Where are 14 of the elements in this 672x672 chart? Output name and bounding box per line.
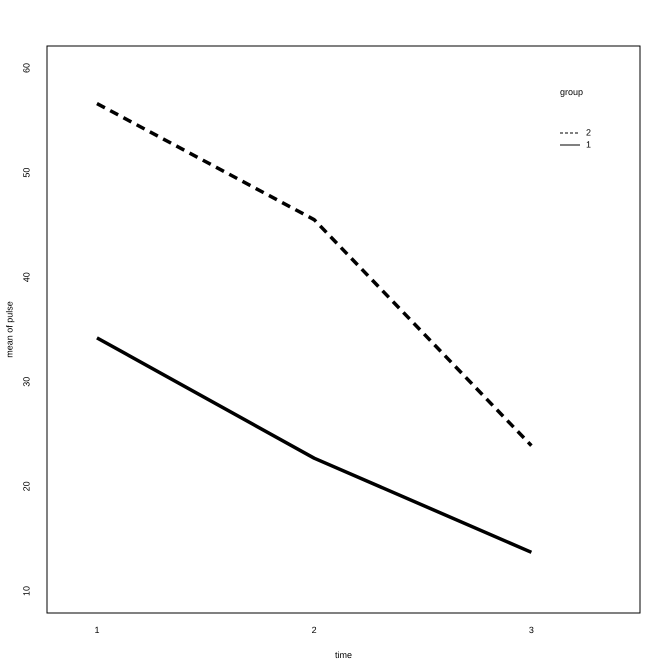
y-tick-label: 40 bbox=[21, 272, 32, 282]
legend-label: 1 bbox=[586, 139, 592, 150]
x-axis-title: time bbox=[334, 650, 352, 660]
y-axis-title: mean of pulse bbox=[4, 301, 14, 358]
y-tick-label: 20 bbox=[21, 481, 32, 492]
y-tick-label: 50 bbox=[21, 168, 32, 178]
x-tick-label: 3 bbox=[528, 625, 534, 635]
y-tick-label: 10 bbox=[21, 586, 32, 596]
legend-title: group bbox=[560, 87, 584, 97]
y-tick-label: 30 bbox=[21, 376, 32, 387]
legend-label: 2 bbox=[586, 127, 592, 138]
x-tick-label: 1 bbox=[94, 625, 100, 635]
y-tick-label: 60 bbox=[21, 62, 32, 73]
x-tick-label: 2 bbox=[312, 625, 317, 635]
